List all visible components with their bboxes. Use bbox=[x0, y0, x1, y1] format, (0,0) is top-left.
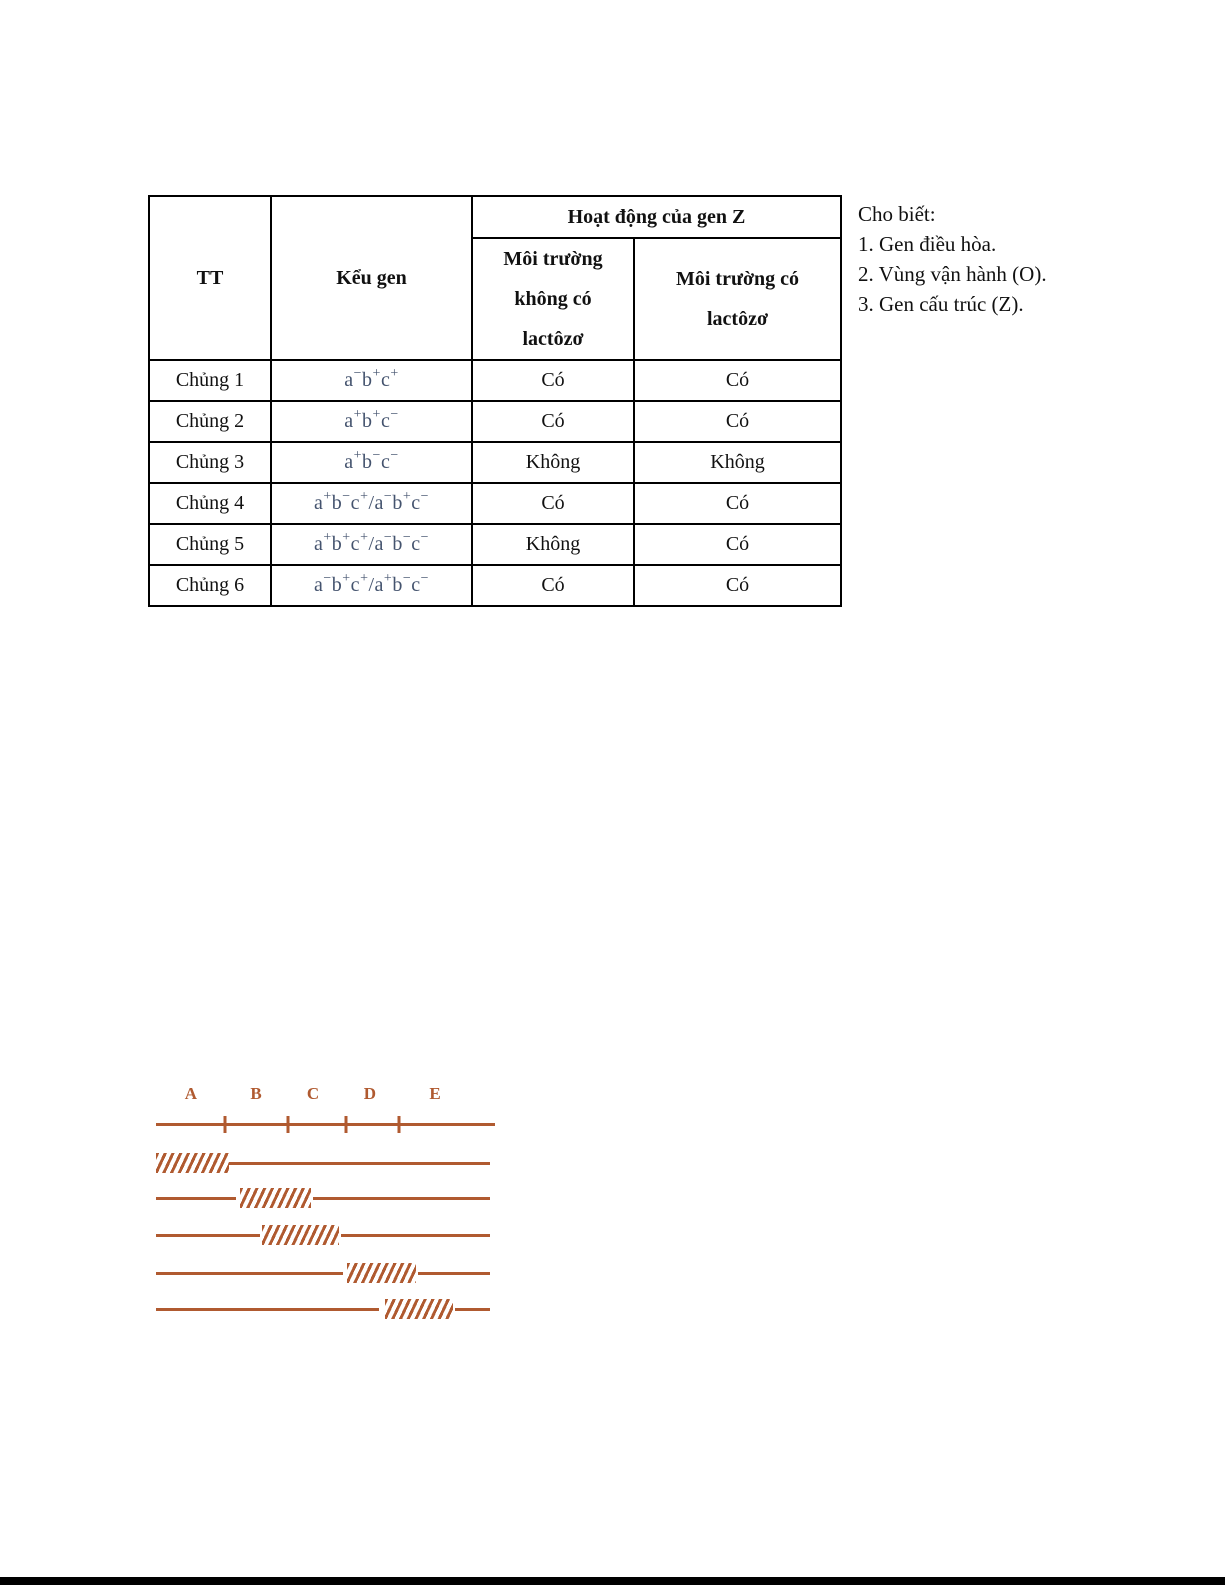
table-row: Chủng 5 a+b+c+/a−b−c− Không Có bbox=[148, 523, 842, 566]
strain-label: Chủng 6 bbox=[148, 564, 272, 607]
region-label-D: D bbox=[363, 1084, 377, 1103]
table-row: Chủng 4 a+b−c+/a−b+c− Có Có bbox=[148, 482, 842, 525]
note-item: 2. Vùng vận hành (O). bbox=[858, 262, 1047, 286]
activity-with-lactose: Có bbox=[633, 482, 842, 525]
table-row: Chủng 3 a+b−c− Không Không bbox=[148, 441, 842, 484]
deletion-line-4 bbox=[418, 1272, 490, 1275]
strain-label: Chủng 2 bbox=[148, 400, 272, 443]
ruler-tick bbox=[223, 1116, 227, 1133]
table-row: Chủng 6 a−b+c+/a+b−c− Có Có bbox=[148, 564, 842, 607]
deletion-hatch-2 bbox=[240, 1188, 311, 1208]
activity-no-lactose: Không bbox=[471, 523, 635, 566]
header-env-with-lactose: Môi trường có lactôzơ bbox=[633, 237, 842, 361]
deletion-map: A B C D E bbox=[156, 1082, 495, 1327]
deletion-line-2 bbox=[312, 1197, 490, 1200]
activity-with-lactose: Có bbox=[633, 564, 842, 607]
activity-no-lactose: Có bbox=[471, 564, 635, 607]
activity-no-lactose: Không bbox=[471, 441, 635, 484]
ruler-tick bbox=[344, 1116, 348, 1133]
map-ruler bbox=[156, 1123, 495, 1126]
deletion-line-3 bbox=[341, 1234, 490, 1237]
table-header-row-top: TT Kểu gen Hoạt động của gen Z bbox=[148, 195, 842, 361]
region-label-E: E bbox=[429, 1084, 441, 1103]
deletion-line-5 bbox=[454, 1308, 490, 1311]
page-bottom-bar bbox=[0, 1577, 1225, 1585]
region-label-B: B bbox=[250, 1084, 262, 1103]
strain-label: Chủng 5 bbox=[148, 523, 272, 566]
notes-block: Cho biết: 1. Gen điều hòa. 2. Vùng vận h… bbox=[858, 199, 1047, 319]
region-label-A: A bbox=[184, 1084, 198, 1103]
genotype-cell: a+b−c+/a−b+c− bbox=[270, 482, 473, 525]
deletion-line-1 bbox=[228, 1162, 490, 1165]
genotype-cell: a+b−c− bbox=[270, 441, 473, 484]
note-item: 1. Gen điều hòa. bbox=[858, 232, 997, 256]
deletion-line-4 bbox=[156, 1272, 344, 1275]
header-env-without-lactose: Môi trường không có lactôzơ bbox=[471, 237, 635, 361]
activity-no-lactose: Có bbox=[471, 482, 635, 525]
deletion-hatch-4 bbox=[346, 1263, 416, 1283]
deletion-line-2 bbox=[156, 1197, 236, 1200]
gene-activity-table: TT Kểu gen Hoạt động của gen Z Môi trườn… bbox=[148, 195, 842, 607]
strain-label: Chủng 1 bbox=[148, 359, 272, 402]
activity-no-lactose: Có bbox=[471, 400, 635, 443]
table-row: Chủng 2 a+b+c− Có Có bbox=[148, 400, 842, 443]
deletion-line-3 bbox=[156, 1234, 261, 1237]
table-row: Chủng 1 a−b+c+ Có Có bbox=[148, 359, 842, 402]
strain-label: Chủng 4 bbox=[148, 482, 272, 525]
deletion-hatch-3 bbox=[262, 1225, 340, 1245]
ruler-tick bbox=[286, 1116, 290, 1133]
header-tt: TT bbox=[148, 195, 272, 361]
genotype-cell: a−b+c+ bbox=[270, 359, 473, 402]
genotype-cell: a−b+c+/a+b−c− bbox=[270, 564, 473, 607]
header-gene-z-activity: Hoạt động của gen Z bbox=[471, 195, 842, 239]
note-item: 3. Gen cấu trúc (Z). bbox=[858, 292, 1024, 316]
genotype-cell: a+b+c− bbox=[270, 400, 473, 443]
notes-title: Cho biết: bbox=[858, 202, 936, 226]
activity-with-lactose: Có bbox=[633, 523, 842, 566]
ruler-tick bbox=[397, 1116, 401, 1133]
activity-with-lactose: Có bbox=[633, 359, 842, 402]
region-label-C: C bbox=[306, 1084, 320, 1103]
genotype-cell: a+b+c+/a−b−c− bbox=[270, 523, 473, 566]
deletion-line-5 bbox=[156, 1308, 380, 1311]
activity-no-lactose: Có bbox=[471, 359, 635, 402]
deletion-hatch-5 bbox=[385, 1299, 453, 1319]
header-genotype: Kểu gen bbox=[270, 195, 473, 361]
activity-with-lactose: Không bbox=[633, 441, 842, 484]
table-header-row-sub: Môi trường không có lactôzơ Môi trường c… bbox=[149, 237, 842, 361]
deletion-hatch-1 bbox=[156, 1153, 229, 1173]
strain-label: Chủng 3 bbox=[148, 441, 272, 484]
activity-with-lactose: Có bbox=[633, 400, 842, 443]
